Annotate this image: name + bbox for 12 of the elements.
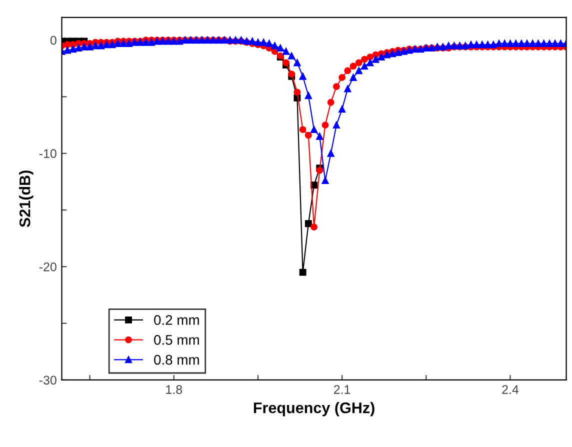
y-tick-label: -10 [39, 149, 56, 158]
legend-label: 0.5 mm [154, 334, 199, 345]
y-tick-label: -20 [39, 262, 56, 272]
x-tick-label: 2.1 [334, 385, 350, 394]
legend-label: 0.8 mm [154, 354, 199, 365]
y-tick-label: 0 [50, 36, 56, 45]
x-tick-label: 1.8 [166, 385, 182, 394]
x-axis-title: Frequency (GHz) [254, 402, 374, 416]
y-tick-label: -30 [39, 376, 56, 385]
legend-label: 0.2 mm [154, 315, 199, 325]
y-axis-title: S21(dB) [19, 170, 34, 228]
x-tick-label: 2.4 [502, 385, 519, 394]
